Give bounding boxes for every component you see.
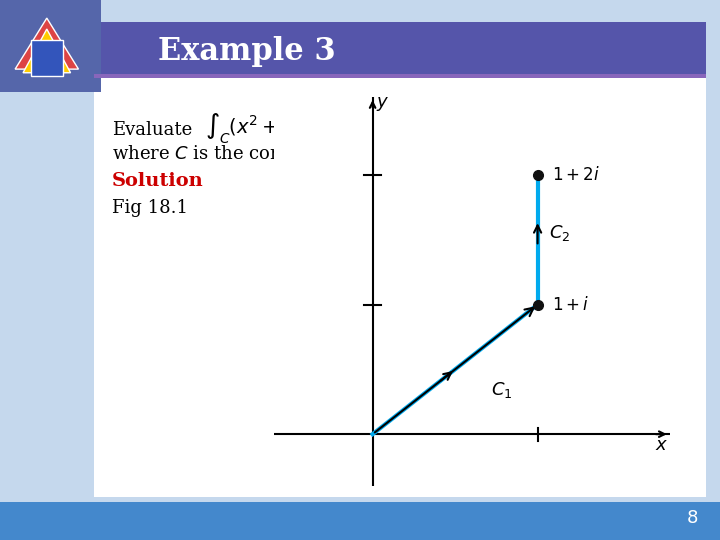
Bar (31, 40, 63, 76)
Text: Evaluate: Evaluate (112, 120, 192, 139)
FancyBboxPatch shape (0, 0, 101, 92)
Text: $y$: $y$ (376, 94, 389, 113)
FancyBboxPatch shape (94, 76, 706, 497)
FancyBboxPatch shape (94, 22, 706, 76)
Text: Fig 18.1: Fig 18.1 (112, 199, 188, 217)
Text: $1 + 2i$: $1 + 2i$ (552, 166, 600, 184)
Text: $x$: $x$ (654, 436, 668, 454)
Text: where $C$ is the contour in Fig 18.1.: where $C$ is the contour in Fig 18.1. (112, 143, 430, 165)
Text: $C_1$: $C_1$ (492, 380, 513, 400)
Text: $\int_C (x^2 + iy^2)\,dz$: $\int_C (x^2 + iy^2)\,dz$ (205, 111, 345, 146)
FancyBboxPatch shape (0, 502, 720, 540)
Polygon shape (23, 29, 71, 73)
Text: 8: 8 (687, 509, 698, 528)
Text: $1 + i$: $1 + i$ (552, 295, 590, 314)
FancyBboxPatch shape (94, 74, 706, 78)
Text: Example 3: Example 3 (158, 36, 336, 67)
Polygon shape (15, 18, 78, 69)
Text: Solution: Solution (112, 172, 203, 190)
Text: $C_2$: $C_2$ (549, 223, 570, 244)
